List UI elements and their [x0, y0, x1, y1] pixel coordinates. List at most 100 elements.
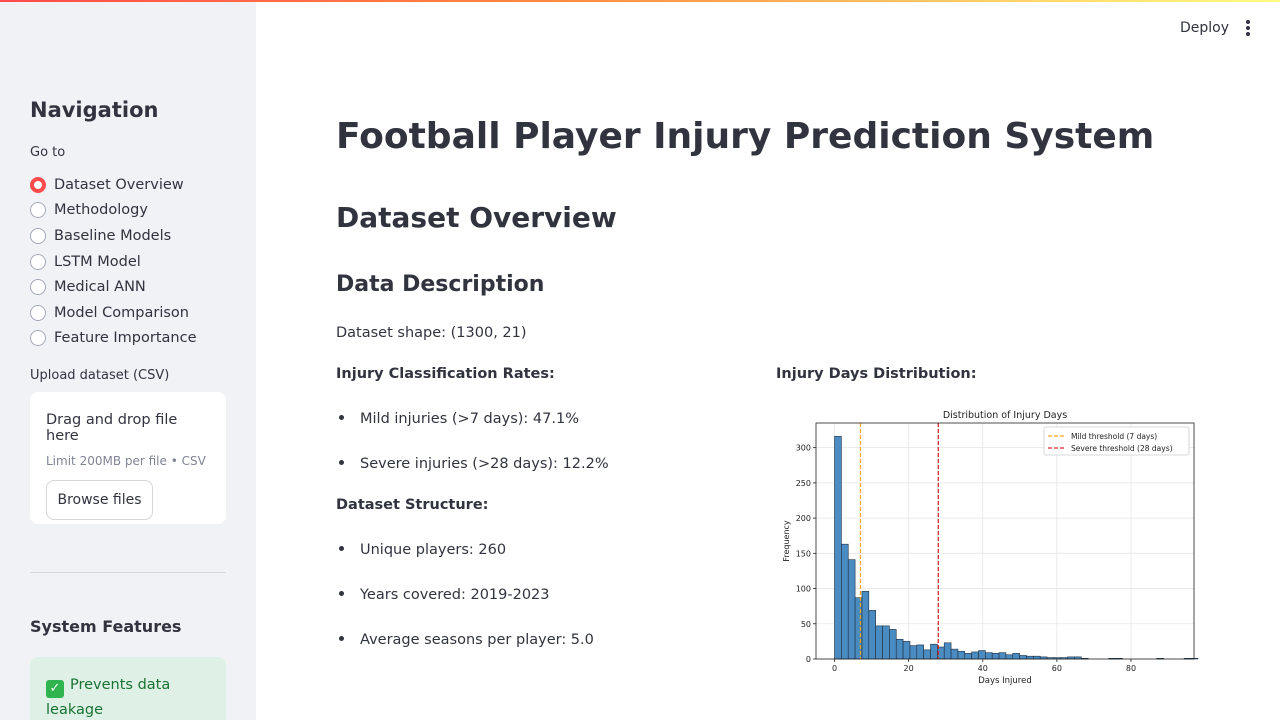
chart-title: Distribution of Injury Days: [943, 410, 1067, 421]
x-tick-label: 40: [978, 664, 988, 673]
radio-model-comparison[interactable]: Model Comparison: [30, 300, 197, 326]
radio-unselected-icon: [30, 330, 46, 347]
histogram-bar: [895, 638, 904, 660]
legend-label: Mild threshold (7 days): [1071, 432, 1157, 441]
histogram-bar: [882, 625, 890, 660]
dataset-shape-text: Dataset shape: (1300, 21): [336, 325, 527, 341]
radio-label: Medical ANN: [54, 279, 146, 296]
list-item-text: Average seasons per player: 5.0: [360, 632, 594, 648]
radio-label: Feature Importance: [54, 330, 197, 347]
bullet-icon: [339, 636, 344, 641]
kebab-menu-icon[interactable]: [1238, 18, 1258, 42]
x-tick-label: 0: [832, 664, 837, 673]
y-tick-label: 300: [796, 444, 811, 453]
histogram-bar: [916, 644, 924, 660]
radio-unselected-icon: [30, 202, 46, 219]
radio-methodology[interactable]: Methodology: [30, 198, 197, 224]
y-tick-label: 50: [801, 620, 811, 629]
histogram-bar: [998, 652, 1007, 660]
list-item: Years covered: 2019-2023: [336, 587, 550, 603]
histogram-bar: [985, 652, 993, 660]
histogram-bar: [847, 559, 856, 660]
y-tick-label: 0: [806, 655, 811, 664]
histogram-bar: [964, 653, 972, 660]
page-title: Football Player Injury Prediction System: [336, 116, 1155, 157]
section-title: Dataset Overview: [336, 201, 617, 234]
list-item-text: Unique players: 260: [360, 542, 507, 558]
radio-dataset-overview[interactable]: Dataset Overview: [30, 172, 197, 198]
sidebar-title: Navigation: [30, 98, 159, 122]
radio-baseline-models[interactable]: Baseline Models: [30, 223, 197, 249]
histogram-bar: [834, 436, 842, 660]
list-item: Unique players: 260: [336, 542, 506, 558]
histogram-bar: [957, 650, 966, 660]
success-alert: ✓ Prevents data leakage: [30, 657, 226, 720]
dropzone-limit: Limit 200MB per file • CSV: [46, 454, 206, 468]
histogram-bar: [902, 641, 911, 660]
radio-label: LSTM Model: [54, 253, 141, 270]
x-tick-label: 80: [1126, 664, 1136, 673]
bullet-icon: [339, 546, 344, 551]
y-tick-label: 200: [796, 514, 811, 523]
list-item: Average seasons per player: 5.0: [336, 632, 594, 648]
histogram-bar: [868, 610, 876, 660]
radio-medical-ann[interactable]: Medical ANN: [30, 274, 197, 300]
radio-label: Model Comparison: [54, 304, 189, 321]
histogram-bar: [991, 653, 1000, 660]
list-item-text: Severe injuries (>28 days): 12.2%: [360, 456, 609, 472]
browse-files-button[interactable]: Browse files: [46, 480, 153, 520]
radio-lstm-model[interactable]: LSTM Model: [30, 249, 197, 275]
histogram-bar: [889, 629, 897, 660]
radio-unselected-icon: [30, 304, 46, 321]
navigation-radio-group: Dataset Overview Methodology Baseline Mo…: [30, 172, 197, 351]
histogram-bar: [1019, 655, 1027, 660]
histogram-bar: [978, 650, 986, 660]
radio-unselected-icon: [30, 253, 46, 270]
y-tick-label: 150: [796, 549, 811, 558]
check-mark-icon: ✓: [46, 680, 64, 698]
histogram-bar: [1026, 655, 1034, 660]
histogram-bar: [1033, 655, 1041, 660]
histogram-svg: 0 20 40 60 80 0 50 100 150 200 250 300 Distribution …: [782, 410, 1199, 686]
histogram-bar: [950, 648, 959, 660]
subsection-title: Data Description: [336, 272, 545, 297]
plot-frame: [815, 422, 1195, 660]
legend-label: Severe threshold (28 days): [1071, 444, 1173, 453]
radio-label: Baseline Models: [54, 227, 172, 244]
histogram-bar: [923, 649, 931, 660]
y-tick-label: 250: [796, 479, 811, 488]
list-item: Severe injuries (>28 days): 12.2%: [336, 456, 609, 472]
deploy-button[interactable]: Deploy: [1180, 20, 1230, 36]
histogram-bar: [1012, 653, 1020, 660]
x-tick-label: 60: [1052, 664, 1062, 673]
injury-days-histogram: 0 20 40 60 80 0 50 100 150 200 250 300 Distribution …: [776, 405, 1200, 690]
histogram-bar: [1005, 654, 1014, 660]
sidebar: Navigation Go to Dataset Overview Method…: [0, 2, 256, 720]
sidebar-divider: [30, 572, 226, 573]
histogram-bar: [930, 643, 938, 660]
histogram-bar: [971, 651, 979, 660]
y-tick-label: 100: [796, 585, 811, 594]
dropzone-title: Drag and drop file here: [46, 412, 178, 444]
radio-unselected-icon: [30, 227, 46, 244]
radio-unselected-icon: [30, 279, 46, 296]
radio-selected-icon: [30, 176, 46, 193]
x-tick-label: 20: [904, 664, 914, 673]
radio-feature-importance[interactable]: Feature Importance: [30, 326, 197, 352]
system-features-title: System Features: [30, 617, 182, 636]
legend-box: [1043, 426, 1190, 456]
list-item-text: Years covered: 2019-2023: [360, 587, 550, 603]
histogram-bar: [875, 625, 883, 660]
bullet-icon: [339, 460, 344, 465]
histogram-bar: [841, 543, 849, 660]
histogram-bar: [909, 645, 918, 660]
histogram-bar: [943, 642, 952, 660]
distribution-title: Injury Days Distribution:: [776, 366, 977, 382]
radio-label: Methodology: [54, 202, 148, 219]
bullet-icon: [339, 591, 344, 596]
list-item: Mild injuries (>7 days): 47.1%: [336, 411, 579, 427]
top-decoration-bar: [0, 0, 1280, 2]
y-axis-label: Frequency: [782, 520, 791, 562]
goto-label: Go to: [30, 145, 66, 160]
file-dropzone[interactable]: Drag and drop file here Limit 200MB per …: [30, 392, 226, 524]
